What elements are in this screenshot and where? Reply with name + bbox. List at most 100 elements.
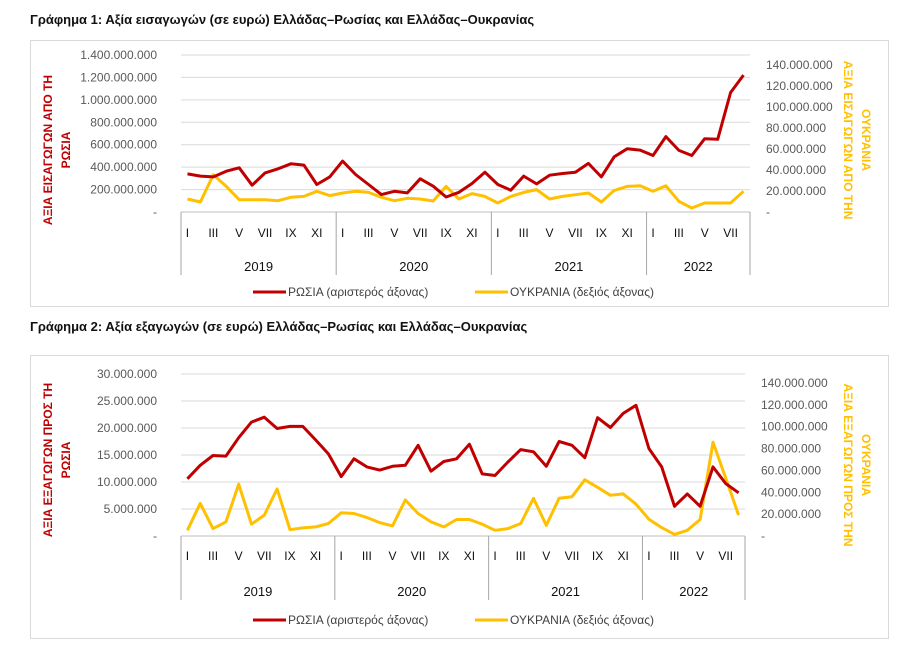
left-tick-label: 1.200.000.000: [80, 70, 157, 84]
left-tick-label: 200.000.000: [90, 183, 157, 197]
left-tick-label: 30.000.000: [97, 367, 157, 381]
month-tick-label: III: [674, 226, 684, 240]
right-tick-label: 40.000.000: [761, 485, 821, 499]
chart-1-frame: [30, 40, 889, 307]
right-tick-label: -: [766, 205, 770, 219]
month-tick-label: I: [340, 549, 343, 563]
left-tick-label: 25.000.000: [97, 394, 157, 408]
right-tick-label: 60.000.000: [766, 142, 826, 156]
year-label: 2020: [397, 584, 426, 599]
left-tick-label: 15.000.000: [97, 448, 157, 462]
month-tick-label: IX: [438, 549, 449, 563]
year-label: 2022: [684, 259, 713, 274]
month-tick-label: III: [362, 549, 372, 563]
left-axis-title: ΡΩΣΙΑ: [59, 131, 73, 168]
right-tick-label: 120.000.000: [766, 79, 833, 93]
year-label: 2022: [679, 584, 708, 599]
right-axis-title: ΑΞΙΑ ΕΙΣΑΓΩΓΩΝ ΑΠΟ ΤΗΝ: [841, 61, 855, 220]
right-tick-label: 20.000.000: [761, 507, 821, 521]
month-tick-label: VII: [568, 226, 583, 240]
right-axis-title: ΑΞΙΑ ΕΞΑΓΩΓΩΝ ΠΡΟΣ ΤΗΝ: [841, 384, 855, 547]
left-tick-label: 20.000.000: [97, 421, 157, 435]
month-tick-label: III: [669, 549, 679, 563]
right-tick-label: 40.000.000: [766, 163, 826, 177]
chart-2-frame: [30, 355, 889, 639]
chart-2-title: Γράφημα 2: Αξία εξαγωγών (σε ευρώ) Ελλάδ…: [30, 319, 528, 334]
month-tick-label: VII: [723, 226, 738, 240]
month-tick-label: I: [186, 549, 189, 563]
right-tick-label: 60.000.000: [761, 463, 821, 477]
year-label: 2019: [243, 584, 272, 599]
right-tick-label: 140.000.000: [761, 376, 828, 390]
month-tick-label: V: [701, 226, 709, 240]
year-label: 2019: [244, 259, 273, 274]
right-tick-label: -: [761, 529, 765, 543]
right-tick-label: 100.000.000: [761, 420, 828, 434]
month-tick-label: IX: [440, 226, 451, 240]
left-tick-label: 5.000.000: [104, 502, 158, 516]
legend-label: ΟΥΚΡΑΝΙΑ (δεξιός άξονας): [510, 613, 654, 627]
right-tick-label: 20.000.000: [766, 184, 826, 198]
month-tick-label: VII: [413, 226, 428, 240]
left-axis-title: ΑΞΙΑ ΕΙΣΑΓΩΓΩΝ ΑΠΟ ΤΗ: [41, 75, 55, 225]
left-tick-label: 1.400.000.000: [80, 48, 157, 62]
month-tick-label: XI: [311, 226, 322, 240]
month-tick-label: IX: [592, 549, 603, 563]
month-tick-label: V: [388, 549, 396, 563]
month-tick-label: VII: [257, 549, 272, 563]
month-tick-label: VII: [411, 549, 426, 563]
series-line-ukraine: [186, 440, 741, 536]
year-label: 2021: [554, 259, 583, 274]
month-tick-label: V: [235, 549, 243, 563]
left-axis-title: ΑΞΙΑ ΕΞΑΓΩΓΩΝ ΠΡΟΣ ΤΗ: [41, 383, 55, 537]
right-tick-label: 140.000.000: [766, 58, 833, 72]
left-axis-title: ΡΩΣΙΑ: [59, 441, 73, 478]
legend-label: ΡΩΣΙΑ (αριστερός άξονας): [288, 285, 428, 299]
year-label: 2021: [551, 584, 580, 599]
month-tick-label: XI: [466, 226, 477, 240]
month-tick-label: I: [493, 549, 496, 563]
left-tick-label: -: [153, 205, 157, 219]
month-tick-label: I: [341, 226, 344, 240]
month-tick-label: III: [519, 226, 529, 240]
month-tick-label: I: [496, 226, 499, 240]
month-tick-label: I: [647, 549, 650, 563]
month-tick-label: III: [516, 549, 526, 563]
month-tick-label: XI: [618, 549, 629, 563]
month-tick-label: I: [186, 226, 189, 240]
right-tick-label: 80.000.000: [766, 121, 826, 135]
month-tick-label: VII: [258, 226, 273, 240]
month-tick-label: XI: [621, 226, 632, 240]
left-tick-label: 400.000.000: [90, 160, 157, 174]
right-tick-label: 80.000.000: [761, 442, 821, 456]
month-tick-label: XI: [310, 549, 321, 563]
month-tick-label: V: [696, 549, 704, 563]
left-tick-label: 10.000.000: [97, 475, 157, 489]
month-tick-label: V: [390, 226, 398, 240]
left-tick-label: 600.000.000: [90, 138, 157, 152]
month-tick-label: III: [208, 549, 218, 563]
month-tick-label: IX: [284, 549, 295, 563]
series-line-russia: [186, 403, 740, 508]
month-tick-label: VII: [565, 549, 580, 563]
month-tick-label: IX: [285, 226, 296, 240]
left-tick-label: 800.000.000: [90, 115, 157, 129]
year-label: 2020: [399, 259, 428, 274]
series-line-ukraine: [187, 173, 745, 210]
month-tick-label: IX: [596, 226, 607, 240]
month-tick-label: XI: [464, 549, 475, 563]
month-tick-label: III: [208, 226, 218, 240]
series-line-russia: [187, 74, 745, 199]
right-tick-label: 120.000.000: [761, 398, 828, 412]
month-tick-label: V: [542, 549, 550, 563]
month-tick-label: I: [651, 226, 654, 240]
right-axis-title: ΟΥΚΡΑΝΙΑ: [859, 109, 873, 171]
right-tick-label: 100.000.000: [766, 100, 833, 114]
left-tick-label: -: [153, 529, 157, 543]
legend-label: ΡΩΣΙΑ (αριστερός άξονας): [288, 613, 428, 627]
month-tick-label: VII: [718, 549, 733, 563]
legend-label: ΟΥΚΡΑΝΙΑ (δεξιός άξονας): [510, 285, 654, 299]
month-tick-label: V: [235, 226, 243, 240]
